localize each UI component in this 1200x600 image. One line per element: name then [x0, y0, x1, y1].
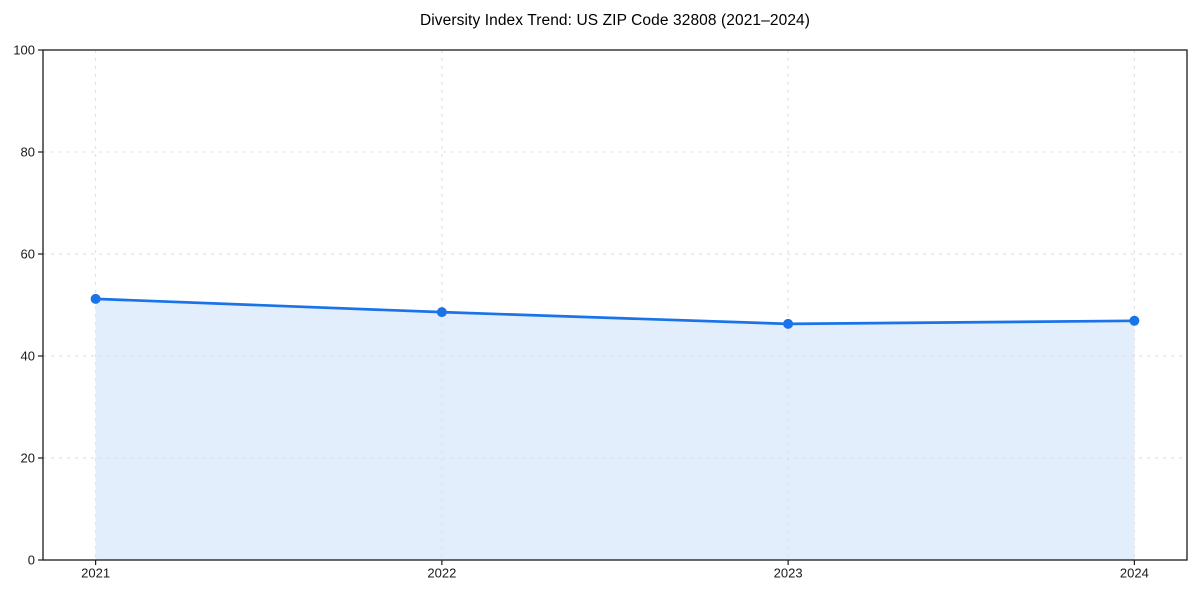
data-point-2021 [90, 293, 101, 304]
plot-border [42, 49, 1188, 561]
x-axis-tick-label: 2023 [774, 566, 803, 581]
data-point-2024 [1129, 315, 1140, 326]
trend-line [94, 297, 1136, 326]
y-axis-tick-label: 40 [21, 349, 35, 364]
y-axis-tick-label: 100 [13, 43, 35, 58]
data-point-2023 [783, 318, 794, 329]
y-axis-tick-label: 80 [21, 145, 35, 160]
y-axis-tick-label: 0 [28, 553, 35, 568]
x-axis-tick-label: 2021 [81, 566, 110, 581]
x-axis-tick-label: 2024 [1120, 566, 1149, 581]
y-axis-tick-label: 60 [21, 247, 35, 262]
y-axis-tick-label: 20 [21, 451, 35, 466]
x-axis-tick-label: 2022 [427, 566, 456, 581]
chart-title: Diversity Index Trend: US ZIP Code 32808… [419, 12, 811, 29]
area-fill [95, 298, 1135, 560]
data-point-2022 [436, 307, 447, 318]
